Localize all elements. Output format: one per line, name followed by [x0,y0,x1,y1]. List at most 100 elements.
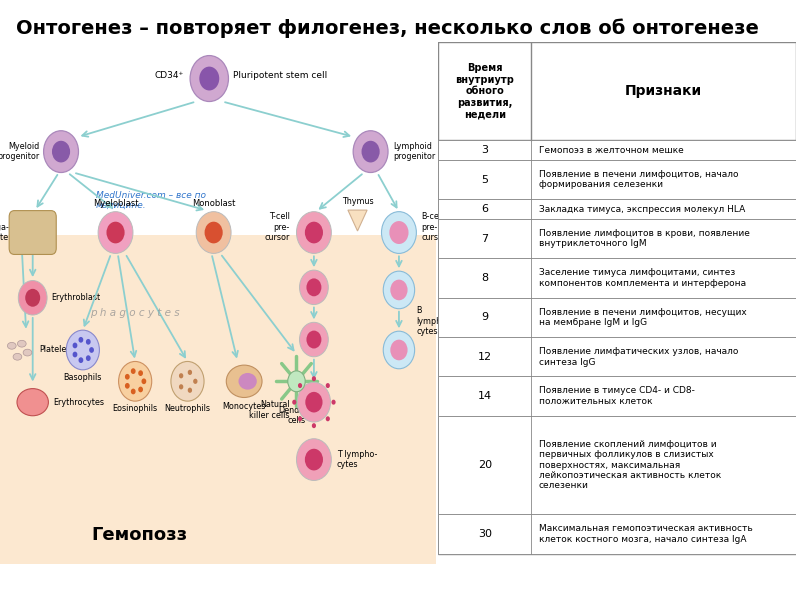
Circle shape [86,339,90,344]
Circle shape [326,383,330,388]
Text: 9: 9 [482,313,489,322]
Ellipse shape [13,353,22,360]
Circle shape [390,280,407,300]
Circle shape [362,141,380,163]
Circle shape [125,374,130,380]
FancyBboxPatch shape [438,42,796,140]
Circle shape [299,270,328,305]
Circle shape [312,423,316,428]
Circle shape [89,347,94,353]
Text: p h a g o c y t e s: p h a g o c y t e s [90,308,180,319]
Text: Признаки: Признаки [625,84,702,98]
Text: Monocytes: Monocytes [222,402,266,411]
FancyBboxPatch shape [438,259,796,298]
Text: B-cell
pre-
cursor: B-cell pre- cursor [422,212,447,242]
Circle shape [131,389,136,394]
Circle shape [383,271,414,309]
Circle shape [18,281,47,315]
Circle shape [171,361,204,401]
FancyBboxPatch shape [438,160,796,199]
Circle shape [190,56,229,101]
Ellipse shape [238,373,257,389]
Text: Закладка тимуса, экспрессия молекул HLA: Закладка тимуса, экспрессия молекул HLA [538,205,745,214]
Circle shape [98,212,133,253]
Circle shape [193,379,198,384]
Text: 30: 30 [478,529,492,539]
Text: 14: 14 [478,391,492,401]
Circle shape [78,337,83,343]
Text: Время
внутриутр
обного
развития,
недели: Время внутриутр обного развития, недели [455,63,514,119]
Circle shape [52,141,70,163]
Text: Онтогенез – повторяет филогенез, несколько слов об онтогенезе: Онтогенез – повторяет филогенез, несколь… [16,18,759,38]
FancyBboxPatch shape [438,140,796,160]
Text: 20: 20 [478,460,492,470]
Circle shape [199,67,219,91]
Text: Dendritic
cells: Dendritic cells [278,406,315,425]
FancyBboxPatch shape [9,211,56,254]
Polygon shape [348,210,367,231]
Text: Erythrocytes: Erythrocytes [54,398,105,407]
Circle shape [106,221,125,244]
Ellipse shape [23,349,32,356]
Circle shape [298,383,302,388]
Circle shape [73,343,78,349]
Text: Lymphoid
progenitor: Lymphoid progenitor [394,142,435,161]
Text: Basophils: Basophils [64,373,102,382]
Text: Monoblast: Monoblast [192,199,235,208]
Circle shape [390,340,407,361]
Text: Mega-
karyocyte: Mega- karyocyte [0,223,9,242]
Text: Заселение тимуса лимфоцитами, синтез
компонентов комплемента и интерферона: Заселение тимуса лимфоцитами, синтез ком… [538,268,746,288]
Circle shape [353,131,388,173]
Circle shape [138,386,143,392]
Circle shape [382,212,416,253]
Circle shape [312,376,316,381]
FancyBboxPatch shape [438,199,796,219]
Text: Erythroblast: Erythroblast [51,293,100,302]
Text: 6: 6 [482,204,488,214]
Circle shape [326,416,330,421]
Circle shape [306,392,322,412]
Circle shape [142,379,146,384]
Circle shape [331,400,336,404]
Circle shape [26,289,40,307]
Text: Появление лимфатических узлов, начало
синтеза IgG: Появление лимфатических узлов, начало си… [538,347,738,367]
Circle shape [298,382,330,422]
Circle shape [297,212,331,253]
Text: Максимальная гемопоэтическая активность
клеток костного мозга, начало синтеза Ig: Максимальная гемопоэтическая активность … [538,524,752,544]
Circle shape [73,352,78,358]
Text: T lympho-
cytes: T lympho- cytes [337,450,377,469]
Text: Гемопозз: Гемопозз [91,526,187,544]
Circle shape [292,400,296,404]
Text: 7: 7 [482,234,489,244]
Text: MedUniver.com – все по
медицине.: MedUniver.com – все по медицине. [96,191,206,210]
Ellipse shape [17,389,48,416]
Text: CD34⁺: CD34⁺ [154,71,184,80]
Circle shape [305,221,323,244]
Text: Гемопоэз в желточном мешке: Гемопоэз в желточном мешке [538,146,683,155]
Circle shape [86,355,90,361]
FancyBboxPatch shape [438,337,796,376]
Text: Появление лимфоцитов в крови, появление
внутриклеточного IgM: Появление лимфоцитов в крови, появление … [538,229,750,248]
Circle shape [43,131,78,173]
FancyBboxPatch shape [438,514,796,554]
Circle shape [188,388,192,393]
Circle shape [383,331,414,369]
Text: Появление скоплений лимфоцитов и
первичных фолликулов в слизистых
поверхностях, : Появление скоплений лимфоцитов и первичн… [538,440,721,490]
Circle shape [390,221,409,244]
FancyBboxPatch shape [438,42,796,554]
FancyBboxPatch shape [438,219,796,259]
Text: Platelets: Platelets [39,346,74,355]
Text: Появление в печени лимфоцитов, несущих
на мембране IgM и IgG: Появление в печени лимфоцитов, несущих н… [538,308,746,327]
Circle shape [138,370,143,376]
Text: 12: 12 [478,352,492,362]
Circle shape [288,371,306,392]
Text: Natural
killer cells: Natural killer cells [250,400,290,420]
Ellipse shape [226,365,262,397]
Circle shape [297,439,331,481]
Circle shape [205,221,222,244]
Circle shape [188,370,192,375]
Text: Thymus: Thymus [342,197,374,206]
Circle shape [299,322,328,357]
FancyBboxPatch shape [438,376,796,416]
Circle shape [196,212,231,253]
